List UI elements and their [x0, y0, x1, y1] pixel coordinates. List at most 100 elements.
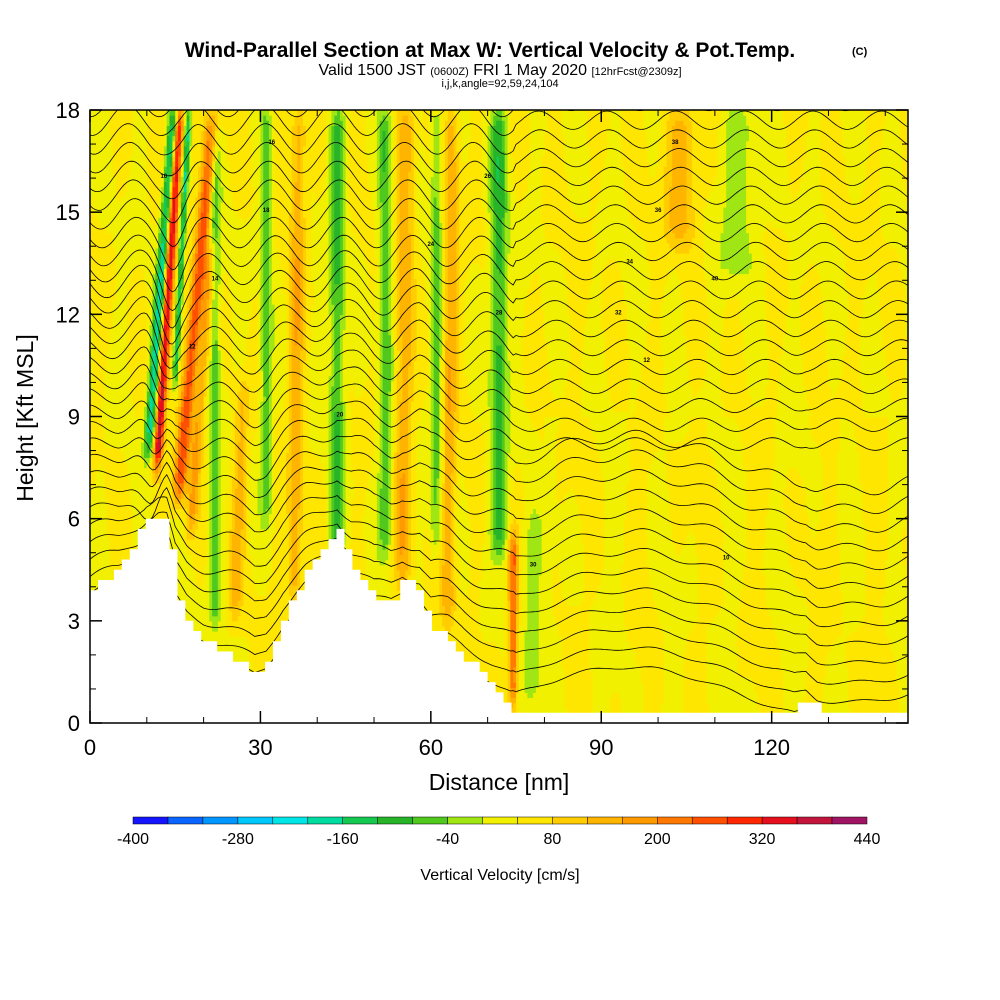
- velocity-cell: [214, 176, 219, 239]
- velocity-cell: [737, 273, 742, 300]
- velocity-cell: [476, 421, 480, 658]
- velocity-cell: [266, 110, 270, 121]
- velocity-cell: [183, 135, 188, 147]
- velocity-cell: [868, 273, 872, 418]
- velocity-cell: [842, 258, 847, 356]
- velocity-cell: [655, 452, 659, 612]
- velocity-cell: [212, 115, 216, 147]
- contour-label: 10: [723, 556, 730, 562]
- velocity-cell: [251, 293, 256, 443]
- velocity-cell: [496, 554, 500, 566]
- velocity-cell: [445, 615, 449, 632]
- velocity-cell: [723, 110, 727, 208]
- velocity-cell: [771, 625, 776, 723]
- velocity-cell: [195, 253, 199, 275]
- velocity-cell: [683, 436, 688, 545]
- velocity-cell: [266, 120, 270, 510]
- y-tick-label: 3: [68, 609, 80, 634]
- velocity-cell: [172, 150, 176, 157]
- velocity-cell: [189, 191, 193, 259]
- velocity-cell: [521, 110, 526, 203]
- velocity-cell: [408, 232, 412, 367]
- velocity-cell: [334, 110, 338, 116]
- velocity-cell: [552, 569, 557, 617]
- velocity-cell: [714, 615, 719, 723]
- velocity-cell: [672, 442, 676, 545]
- velocity-cell: [746, 677, 750, 723]
- velocity-cell: [172, 130, 176, 137]
- velocity-cell: [391, 110, 395, 346]
- velocity-cell: [447, 615, 452, 632]
- velocity-cell: [396, 452, 401, 571]
- velocity-cell: [178, 482, 182, 494]
- chart-subtitle: Valid 1500 JST (0600Z) FRI 1 May 2020 [1…: [318, 62, 681, 79]
- velocity-cell: [567, 314, 571, 372]
- velocity-cell: [419, 120, 423, 132]
- velocity-cell: [178, 508, 182, 520]
- velocity-cell: [791, 467, 795, 576]
- velocity-cell: [646, 472, 651, 566]
- chart-params-line: i,j,k,angle=92,59,24,104: [441, 78, 558, 90]
- velocity-cell: [601, 171, 605, 269]
- velocity-cell: [175, 365, 179, 372]
- velocity-cell: [413, 360, 418, 576]
- velocity-cell: [748, 396, 753, 678]
- velocity-cell: [683, 651, 688, 723]
- velocity-cell: [791, 201, 795, 469]
- velocity-cell: [513, 110, 517, 193]
- velocity-cell: [800, 181, 804, 285]
- velocity-cell: [862, 615, 866, 723]
- velocity-cell: [592, 110, 597, 223]
- velocity-cell: [558, 416, 563, 423]
- velocity-cell: [660, 702, 665, 723]
- velocity-cell: [112, 110, 117, 178]
- velocity-cell: [115, 110, 119, 198]
- velocity-cell: [229, 442, 233, 530]
- velocity-cell: [473, 416, 477, 663]
- velocity-cell: [291, 125, 296, 234]
- velocity-cell: [90, 309, 94, 397]
- velocity-cell: [481, 431, 486, 545]
- velocity-cell: [589, 605, 594, 673]
- velocity-cell: [186, 293, 191, 321]
- velocity-cell: [453, 411, 457, 484]
- velocity-cell: [490, 559, 494, 642]
- velocity-cell: [183, 472, 188, 484]
- velocity-cell: [694, 396, 699, 418]
- velocity-cell: [161, 380, 165, 402]
- velocity-cell: [552, 416, 557, 571]
- velocity-cell: [783, 334, 787, 489]
- velocity-cell: [98, 462, 102, 632]
- velocity-cell: [510, 539, 514, 550]
- velocity-cell: [808, 426, 813, 530]
- velocity-cell: [692, 207, 696, 239]
- velocity-cell: [396, 370, 401, 453]
- velocity-cell: [263, 401, 267, 515]
- velocity-cell: [709, 110, 713, 193]
- velocity-cell: [655, 166, 659, 453]
- velocity-cell: [146, 426, 151, 433]
- velocity-cell: [763, 110, 767, 234]
- velocity-cell: [777, 110, 781, 229]
- velocity-cell: [751, 406, 756, 683]
- velocity-cell: [172, 166, 176, 172]
- velocity-cell: [797, 191, 801, 474]
- velocity-cell: [166, 401, 171, 520]
- velocity-cell: [425, 385, 429, 530]
- velocity-cell: [152, 273, 156, 300]
- velocity-cell: [689, 385, 693, 418]
- velocity-cell: [626, 110, 631, 213]
- velocity-cell: [501, 559, 506, 658]
- contour-label: 10: [160, 174, 167, 180]
- velocity-cell: [141, 442, 145, 458]
- velocity-cell: [399, 125, 404, 336]
- velocity-cell: [166, 344, 171, 356]
- velocity-cell: [470, 263, 475, 412]
- velocity-cell: [601, 110, 605, 172]
- velocity-cell: [175, 166, 179, 183]
- velocity-cell: [774, 416, 778, 637]
- velocity-cell: [882, 595, 886, 622]
- velocity-cell: [143, 457, 148, 469]
- colorbar-swatch: [132, 816, 169, 825]
- velocity-cell: [186, 140, 191, 157]
